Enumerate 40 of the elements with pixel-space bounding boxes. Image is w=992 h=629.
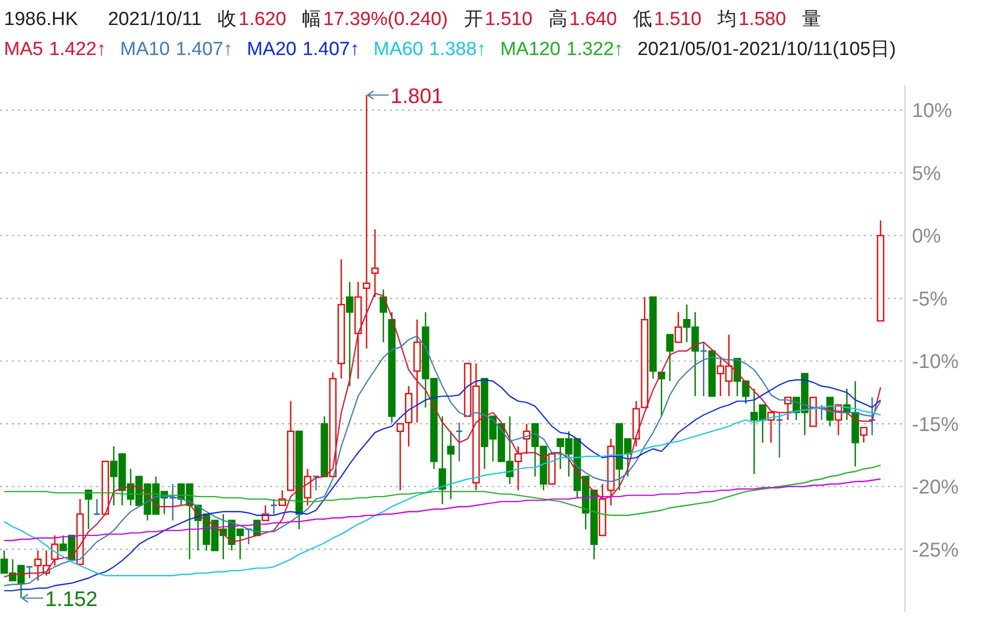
line-series [4, 379, 882, 592]
y-tick-label: -20% [912, 476, 959, 499]
annotation: 1.801 [390, 85, 444, 108]
y-tick-label: -15% [912, 414, 959, 436]
y-tick-label: 10% [912, 100, 952, 122]
text: 开 [464, 9, 483, 30]
annotation: 1.152 [45, 588, 98, 612]
text: MA60 [374, 39, 424, 60]
text: 1.407↑ [302, 39, 360, 60]
text: 2021/05/01-2021/10/11(105日) [637, 39, 896, 60]
line-series [4, 464, 882, 516]
text: 高 [548, 8, 568, 30]
line-series [4, 478, 882, 542]
text: 幅 [302, 9, 322, 30]
text: MA120 [500, 39, 560, 60]
y-tick-label: -10% [912, 351, 959, 374]
text: MA5 [4, 39, 44, 60]
chart-title: 1986.HK [4, 9, 78, 30]
text: 1.620 [238, 9, 286, 30]
text: 1.422↑ [49, 39, 106, 60]
text: 1.510 [484, 9, 532, 30]
text: 1.640 [569, 9, 617, 30]
y-tick-label: 5% [912, 162, 942, 185]
text: 低 [632, 9, 652, 30]
y-tick-label: -25% [912, 539, 959, 562]
text: 1.580 [738, 9, 786, 30]
text: 收 [218, 9, 237, 30]
text: MA20 [246, 39, 296, 60]
text: 均 [716, 9, 736, 30]
y-tick-label: 0% [912, 226, 942, 248]
text: 1.322↑ [566, 39, 624, 60]
y-tick-label: -5% [912, 288, 948, 310]
text: 1.510 [654, 9, 702, 30]
text: 17.39%(0.240) [323, 9, 448, 30]
text: 1.388↑ [429, 39, 486, 60]
text: 2021/10/11 [108, 9, 202, 30]
line-series [4, 335, 882, 586]
text: MA10 [120, 39, 170, 60]
text: 1.407↑ [176, 39, 233, 60]
text: 量 [802, 9, 822, 30]
